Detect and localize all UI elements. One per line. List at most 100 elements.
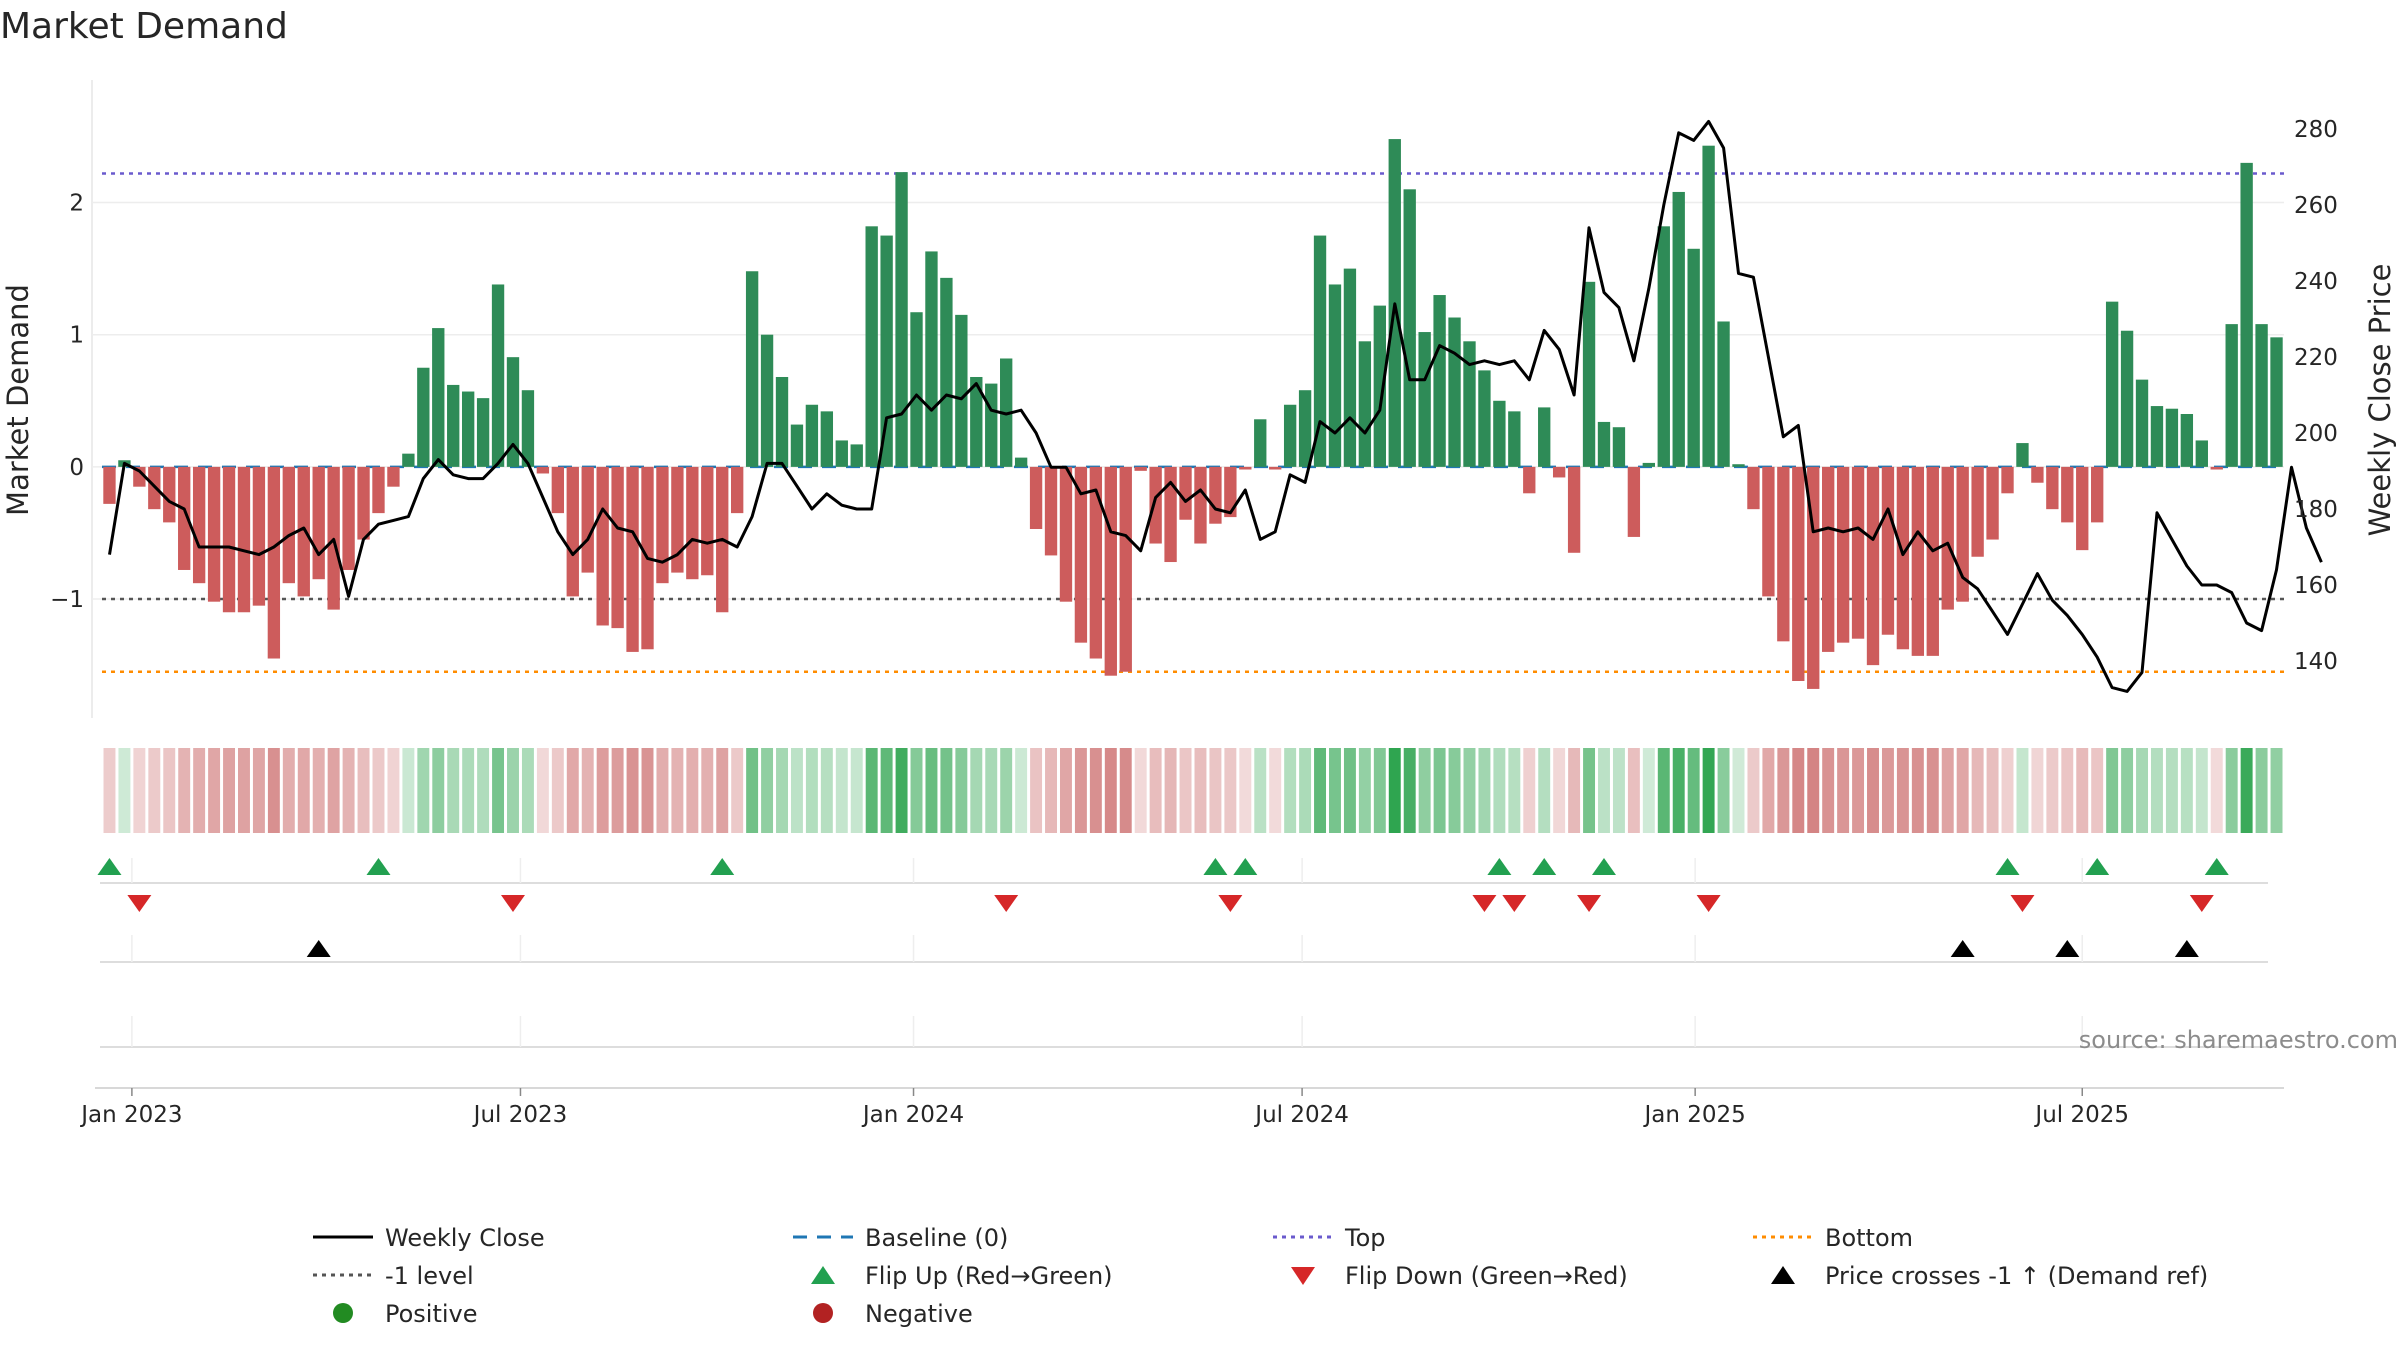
- demand-bar: [865, 226, 878, 467]
- y2-tick-label: 200: [2294, 421, 2338, 447]
- strip-cell: [133, 748, 146, 833]
- price-cross-marker: [306, 940, 331, 957]
- demand-bar: [2031, 466, 2044, 483]
- strip-cell: [1523, 748, 1536, 833]
- strip-cell: [1732, 748, 1745, 833]
- strip-cell: [148, 748, 161, 833]
- x-tick-label: Jul 2025: [2033, 1102, 2129, 1128]
- demand-bar: [1508, 411, 1521, 467]
- flip-up-marker: [1233, 858, 1258, 875]
- strip-cell: [536, 748, 549, 833]
- strip-cell: [1612, 748, 1625, 833]
- strip-cell: [761, 748, 774, 833]
- strip-cell: [1119, 748, 1132, 833]
- demand-bar: [1343, 268, 1357, 467]
- demand-bar: [1179, 466, 1192, 520]
- strip-cell: [1822, 748, 1835, 833]
- demand-bar: [1089, 466, 1103, 659]
- price-cross-marker: [2174, 940, 2199, 957]
- strip-cell: [895, 748, 908, 833]
- demand-bar: [252, 466, 266, 606]
- strip-cell: [1717, 748, 1730, 833]
- demand-bar: [506, 357, 520, 467]
- strip-cell: [2001, 748, 2014, 833]
- strip-cell: [163, 748, 176, 833]
- legend-label-bottom: Bottom: [1825, 1224, 1913, 1252]
- strip-cell: [507, 748, 519, 833]
- main-grid: [91, 80, 2284, 1089]
- demand-bar: [1881, 466, 1895, 635]
- y-tick-label: 0: [69, 455, 84, 481]
- strip-cell: [1433, 748, 1446, 833]
- demand-bar: [2255, 324, 2268, 467]
- demand-bar: [491, 284, 505, 467]
- x-tick-label: Jan 2023: [79, 1102, 182, 1128]
- strip-cell: [1314, 748, 1327, 833]
- demand-bar: [745, 271, 759, 467]
- demand-bar: [1986, 466, 1999, 540]
- strip-cell: [2061, 748, 2074, 833]
- y2-tick-label: 180: [2294, 497, 2338, 523]
- strip-cell: [1837, 748, 1850, 833]
- legend-swatch-positive: [333, 1303, 353, 1323]
- demand-bar: [581, 466, 594, 573]
- strip-cell: [1179, 748, 1192, 833]
- flip-up-marker: [2204, 858, 2229, 875]
- demand-bar: [476, 398, 490, 467]
- demand-bar: [626, 466, 639, 652]
- strip-cell: [1030, 748, 1043, 833]
- demand-bar: [805, 404, 819, 467]
- strip-cell: [2225, 748, 2238, 833]
- legend-item-baseline: Baseline (0): [793, 1224, 1008, 1252]
- demand-bar: [1567, 466, 1581, 553]
- strip-cell: [1418, 748, 1431, 833]
- demand-bar: [1448, 317, 1461, 467]
- demand-bar: [1612, 427, 1626, 467]
- demand-bar: [2091, 466, 2104, 523]
- strip-cell: [2106, 748, 2119, 833]
- demand-bar: [357, 466, 370, 540]
- strip-cell: [611, 748, 624, 833]
- flip-up-marker: [1591, 858, 1616, 875]
- strip-cell: [372, 748, 385, 833]
- demand-bar: [1358, 341, 1372, 467]
- demand-bar: [850, 444, 863, 467]
- strip-cell: [402, 748, 415, 833]
- strip-cell: [731, 748, 744, 833]
- strip-cell: [1358, 748, 1371, 833]
- strip-cell: [2121, 748, 2134, 833]
- demand-bar: [2076, 466, 2089, 551]
- strip-cell: [223, 748, 236, 833]
- demand-bar: [985, 383, 998, 467]
- strip-cell: [1284, 748, 1297, 833]
- demand-bar: [551, 466, 565, 514]
- demand-bar: [2001, 466, 2014, 494]
- demand-bar: [387, 466, 400, 487]
- strip-cell: [940, 748, 953, 833]
- strip-cell: [820, 748, 833, 833]
- indicator-rows: [100, 858, 2268, 1048]
- demand-bar: [925, 251, 938, 467]
- strip-cell: [1403, 748, 1416, 833]
- strip-cell: [1045, 748, 1057, 833]
- demand-bar: [1911, 466, 1925, 656]
- strip-cell: [2046, 748, 2059, 833]
- demand-bar: [1044, 466, 1058, 556]
- demand-bar: [1104, 466, 1117, 676]
- strip-cell: [790, 748, 803, 833]
- demand-bar: [1014, 457, 1028, 467]
- strip-cell: [910, 748, 923, 833]
- demand-bar: [596, 466, 609, 626]
- strip-cell: [955, 748, 968, 833]
- demand-bar: [192, 466, 206, 584]
- x-tick-label: Jan 2025: [1643, 1102, 1746, 1128]
- demand-bar: [2105, 301, 2119, 467]
- demand-bar: [1642, 462, 1656, 467]
- demand-bar: [1254, 419, 1267, 467]
- strip-cell: [656, 748, 669, 833]
- y-tick-label: 2: [69, 191, 84, 217]
- strip-cell: [447, 748, 460, 833]
- demand-bar: [297, 466, 310, 597]
- flip-up-row: [97, 858, 2229, 875]
- strip-cell: [1508, 748, 1521, 833]
